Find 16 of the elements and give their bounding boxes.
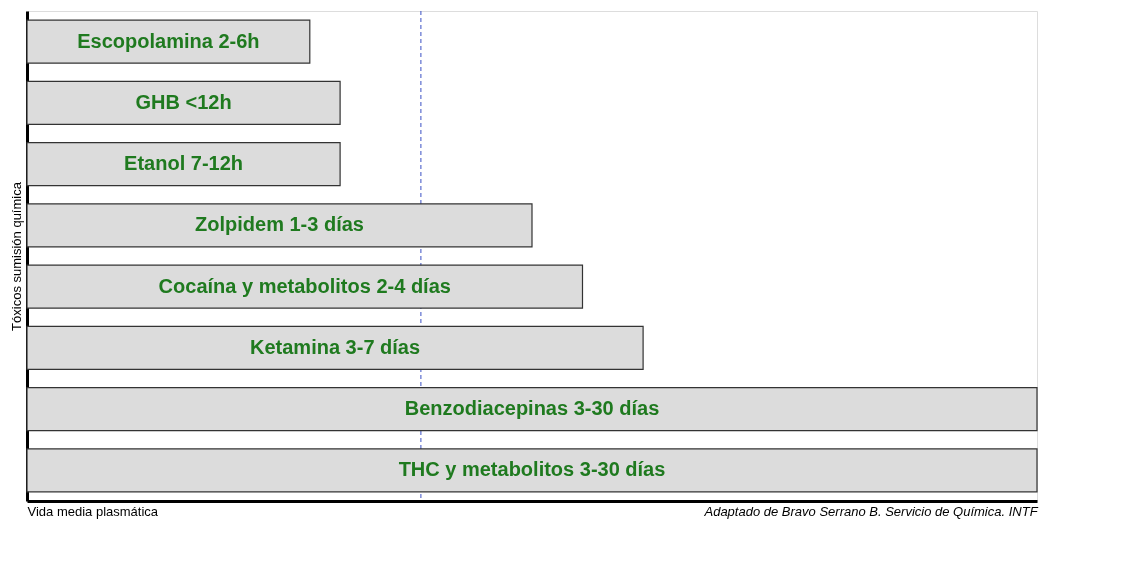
y-tick-label: Ketamina 3-7 días [250,335,421,358]
bar [26,142,341,187]
x-axis-title: Vida media plasmática [27,503,159,519]
y-tick-label: Cocaína y metabolitos 2-4 días [158,274,451,297]
bar [26,80,341,125]
text: Adaptado de Bravo Serrano B. Servicio de Química. INTF [703,504,1039,519]
y-tick-label: GHB <12h [135,90,232,113]
y-tick-label: Zolpidem 1-3 días [195,213,364,236]
y-tick-label: THC y metabolitos 3-30 días [398,458,666,481]
y-tick-label: Etanol 7-12h [124,152,244,175]
y-tick-label: Benzodiacepinas 3-30 días [404,397,660,420]
y-axis-title: Tóxicos sumisión química [8,181,24,331]
y-tick-label: Escopolamina 2-6h [77,29,260,52]
bar [26,325,644,370]
bar [26,203,533,248]
bar [26,264,584,309]
